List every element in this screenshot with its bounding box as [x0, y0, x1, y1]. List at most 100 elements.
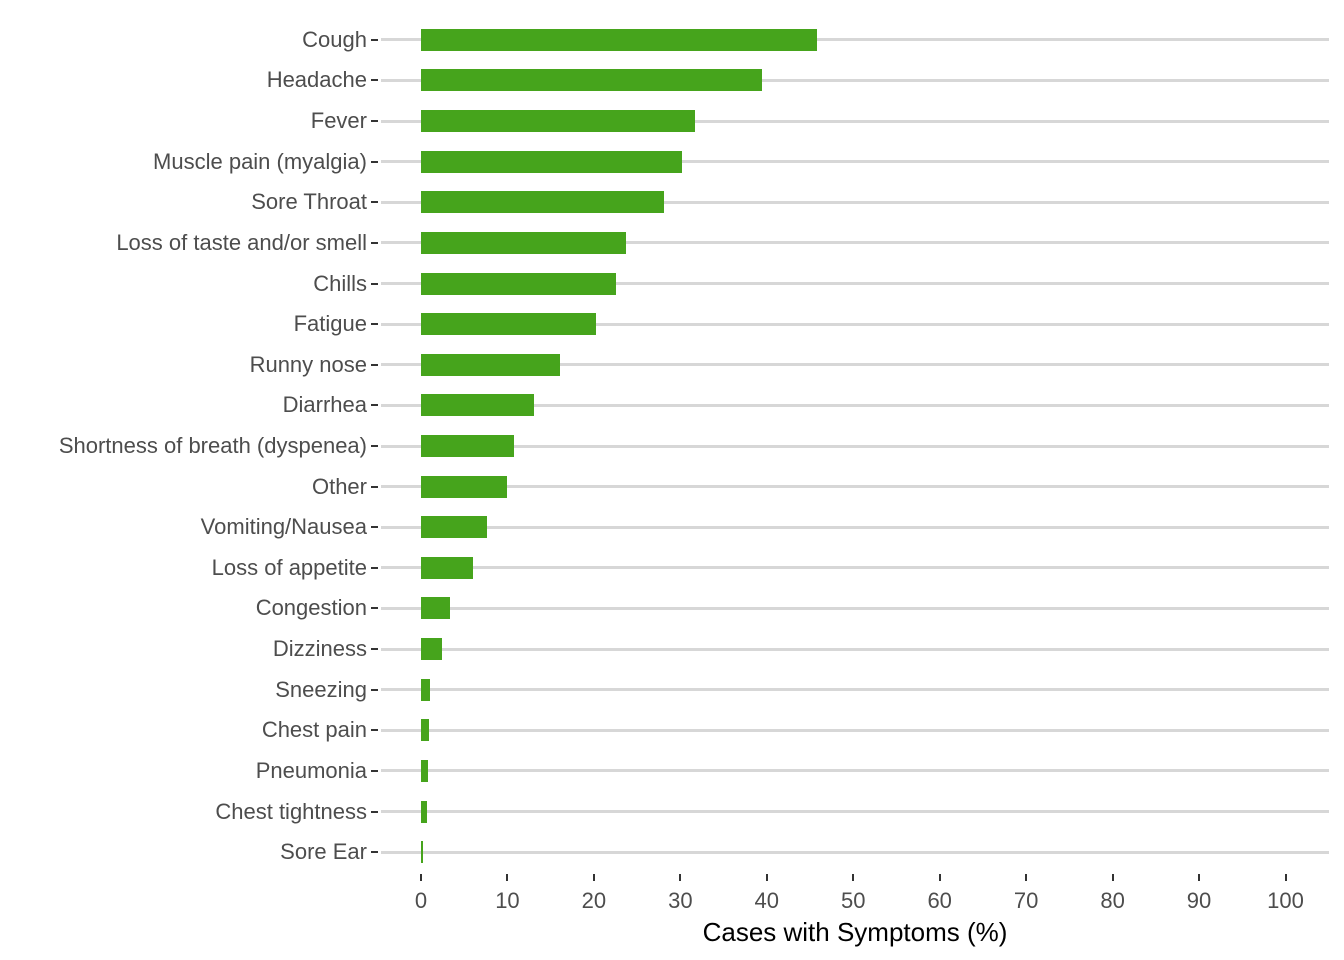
bar — [421, 435, 514, 457]
category-label: Loss of appetite — [211, 554, 367, 580]
x-tick-label: 30 — [668, 888, 693, 913]
category-label: Sore Throat — [251, 189, 367, 215]
x-tick-mark — [852, 873, 855, 881]
y-tick-mark — [371, 241, 378, 244]
category-label: Cough — [302, 26, 367, 52]
y-tick-mark — [371, 851, 378, 854]
bar — [421, 638, 442, 661]
gridline — [381, 200, 1329, 204]
y-tick-mark — [371, 282, 378, 285]
y-tick-mark — [371, 323, 378, 326]
category-label: Chills — [313, 270, 367, 296]
y-tick-mark — [371, 120, 378, 123]
gridline — [381, 119, 1329, 123]
category-label: Loss of taste and/or smell — [116, 229, 367, 255]
x-tick-label: 80 — [1100, 888, 1125, 913]
gridline — [381, 850, 1329, 854]
gridline — [381, 78, 1329, 82]
x-tick-label: 0 — [414, 888, 428, 913]
bar — [421, 800, 428, 823]
category-label: Runny nose — [249, 351, 367, 377]
category-label: Congestion — [255, 595, 367, 621]
category-label: Diarrhea — [282, 392, 367, 418]
gridline — [381, 363, 1329, 367]
x-tick-mark — [1198, 873, 1201, 881]
category-label: Sneezing — [275, 676, 367, 702]
gridline — [381, 606, 1329, 610]
x-tick-mark — [938, 873, 941, 881]
category-label: Other — [311, 473, 367, 499]
gridline — [381, 444, 1329, 448]
x-tick-mark — [1111, 873, 1114, 881]
bar — [421, 231, 626, 254]
bar — [421, 110, 696, 133]
category-label: Chest pain — [261, 717, 367, 743]
y-tick-mark — [371, 526, 378, 529]
bar — [421, 556, 473, 579]
gridline — [381, 525, 1329, 529]
y-tick-mark — [371, 688, 378, 691]
x-tick-label: 20 — [581, 888, 607, 913]
bar — [421, 28, 817, 51]
bar — [421, 394, 535, 417]
gridline — [381, 282, 1329, 286]
category-label: Sore Ear — [280, 839, 367, 865]
bar — [421, 191, 664, 214]
bar — [421, 597, 451, 620]
bar — [421, 759, 428, 782]
x-tick-label: 50 — [841, 888, 866, 913]
y-tick-mark — [371, 38, 378, 41]
bar — [421, 516, 487, 539]
y-tick-mark — [371, 769, 378, 772]
category-label: Vomiting/Nausea — [200, 514, 367, 540]
x-tick-label: 90 — [1186, 888, 1212, 913]
category-label: Chest tightness — [215, 798, 367, 824]
gridline — [381, 160, 1329, 164]
y-tick-mark — [371, 79, 378, 82]
y-tick-mark — [371, 566, 378, 569]
bar — [421, 272, 617, 295]
gridline — [381, 728, 1329, 732]
category-label: Pneumonia — [255, 757, 367, 783]
x-tick-mark — [679, 873, 682, 881]
gridline — [381, 38, 1329, 42]
x-axis-title: Cases with Symptoms (%) — [702, 917, 1008, 947]
gridline — [381, 566, 1329, 570]
bar — [421, 69, 762, 92]
x-tick-mark — [592, 873, 595, 881]
bar — [421, 150, 683, 173]
bar — [421, 353, 561, 376]
x-tick-label: 40 — [754, 888, 780, 913]
bar — [421, 678, 430, 701]
y-tick-mark — [371, 729, 378, 732]
category-label: Fever — [310, 108, 367, 134]
category-label: Fatigue — [293, 311, 367, 337]
y-tick-mark — [371, 648, 378, 651]
y-tick-mark — [371, 363, 378, 366]
x-tick-mark — [765, 873, 768, 881]
y-tick-mark — [371, 445, 378, 447]
category-label: Dizziness — [272, 636, 367, 662]
y-tick-mark — [371, 810, 378, 813]
y-tick-mark — [371, 201, 378, 204]
bar — [421, 313, 597, 336]
category-label: Shortness of breath (dyspenea) — [58, 433, 367, 458]
y-tick-mark — [371, 485, 378, 488]
y-tick-mark — [371, 160, 378, 163]
bar — [421, 841, 423, 864]
category-label: Headache — [266, 67, 367, 93]
x-tick-label: 70 — [1013, 888, 1039, 913]
category-label: Muscle pain (myalgia) — [153, 148, 367, 174]
x-tick-label: 100 — [1267, 888, 1304, 913]
x-tick-mark — [420, 873, 422, 881]
gridline — [381, 810, 1329, 814]
bar — [421, 719, 429, 742]
y-tick-mark — [371, 607, 378, 610]
gridline — [381, 485, 1329, 489]
y-tick-mark — [371, 404, 378, 407]
gridline — [381, 241, 1329, 245]
x-tick-mark — [506, 873, 509, 881]
x-tick-label: 10 — [495, 888, 520, 913]
gridline — [381, 769, 1329, 773]
